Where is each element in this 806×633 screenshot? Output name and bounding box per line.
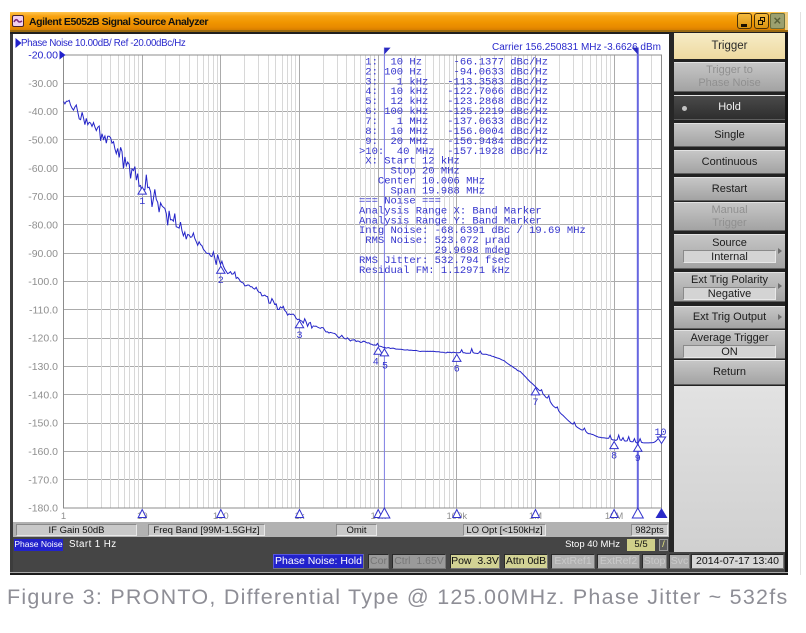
svg-text:3: 1 kHz -113.3583 dBc/Hz: 3: 1 kHz -113.3583 dBc/Hz (359, 76, 548, 88)
svg-text:-150.0: -150.0 (28, 418, 58, 430)
svg-text:=== Noise ===: === Noise === (359, 195, 441, 207)
svg-text:-3.6626 dBm: -3.6626 dBm (604, 42, 661, 53)
svg-text:9: 9 (635, 454, 641, 465)
svg-text:>10: 40 MHz -157.1928 dBc/Hz: >10: 40 MHz -157.1928 dBc/Hz (359, 146, 548, 158)
svg-text:Stop 20 MHz: Stop 20 MHz (359, 166, 460, 178)
svg-text:Phase Noise 10.00dB/ Ref -20.0: Phase Noise 10.00dB/ Ref -20.00dBc/Hz (21, 38, 186, 49)
svg-text:Center 10.006 MHz: Center 10.006 MHz (359, 176, 485, 188)
svg-text:-170.0: -170.0 (28, 474, 58, 486)
svg-text:Span 19.988 MHz: Span 19.988 MHz (359, 186, 485, 198)
svg-text:1: 10 Hz -66.1377 dBc/Hz: 1: 10 Hz -66.1377 dBc/Hz (359, 56, 548, 68)
svg-text:Intg Noise: -68.6391 dBc / 19.: Intg Noise: -68.6391 dBc / 19.69 MHz (359, 225, 586, 237)
svg-text:29.9698 mdeg: 29.9698 mdeg (359, 245, 510, 257)
svg-text:-120.0: -120.0 (28, 333, 58, 345)
svg-text:-90.00: -90.00 (28, 248, 58, 260)
svg-text:-140.0: -140.0 (28, 389, 58, 401)
svg-text:-50.00: -50.00 (28, 135, 58, 147)
svg-text:RMS Jitter: 532.794 fsec: RMS Jitter: 532.794 fsec (359, 255, 510, 267)
svg-text:-20.00: -20.00 (28, 50, 58, 62)
svg-text:-100.0: -100.0 (28, 276, 58, 288)
svg-text:8: 10 MHz -156.0004 dBc/Hz: 8: 10 MHz -156.0004 dBc/Hz (359, 126, 548, 138)
svg-text:3: 3 (296, 331, 302, 342)
svg-text:1: 1 (139, 197, 145, 208)
svg-text:7: 1 MHz -137.0633 dBc/Hz: 7: 1 MHz -137.0633 dBc/Hz (359, 116, 548, 128)
svg-text:RMS Noise: 523.072 µrad: RMS Noise: 523.072 µrad (359, 235, 510, 247)
svg-text:6: 6 (454, 364, 460, 375)
svg-text:Analysis Range X: Band Marker: Analysis Range X: Band Marker (359, 205, 542, 217)
svg-text:-80.00: -80.00 (28, 220, 58, 232)
svg-text:6: 100 kHz -125.2219 dBc/Hz: 6: 100 kHz -125.2219 dBc/Hz (359, 106, 548, 118)
svg-text:10: 10 (654, 428, 666, 439)
svg-text:Analysis Range Y: Band Marker: Analysis Range Y: Band Marker (359, 215, 542, 227)
svg-text:-70.00: -70.00 (28, 191, 58, 203)
svg-text:-180.0: -180.0 (28, 503, 58, 515)
svg-text:5: 5 (382, 361, 388, 372)
svg-text:2: 2 (218, 276, 224, 287)
svg-text:5: 12 kHz -123.2868 dBc/Hz: 5: 12 kHz -123.2868 dBc/Hz (359, 96, 548, 108)
svg-text:-30.00: -30.00 (28, 78, 58, 90)
svg-text:-130.0: -130.0 (28, 361, 58, 373)
svg-text:7: 7 (532, 398, 538, 409)
svg-text:8: 8 (611, 452, 617, 463)
svg-text:2: 100 Hz -94.0633 dBc/Hz: 2: 100 Hz -94.0633 dBc/Hz (359, 66, 548, 78)
svg-text:-160.0: -160.0 (28, 446, 58, 458)
svg-text:4: 4 (373, 357, 379, 368)
svg-text:Residual FM: 1.12971 kHz: Residual FM: 1.12971 kHz (359, 265, 510, 277)
svg-text:1: 1 (61, 511, 66, 522)
svg-text:-60.00: -60.00 (28, 163, 58, 175)
svg-text:-110.0: -110.0 (29, 304, 58, 316)
svg-text:4: 10 kHz -122.7066 dBc/Hz: 4: 10 kHz -122.7066 dBc/Hz (359, 86, 548, 98)
svg-text:9: 20 MHz -156.9484 dBc/Hz: 9: 20 MHz -156.9484 dBc/Hz (359, 136, 548, 148)
svg-text:X: Start 12 kHz: X: Start 12 kHz (359, 156, 460, 168)
svg-text:-40.00: -40.00 (28, 106, 58, 118)
svg-text:Carrier 156.250831 MHz: Carrier 156.250831 MHz (492, 42, 602, 53)
